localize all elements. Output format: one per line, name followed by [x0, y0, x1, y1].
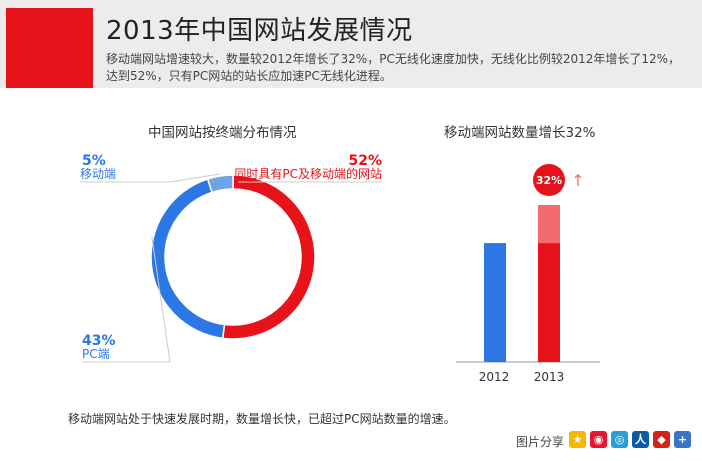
- footnote: 移动端网站处于快速发展时期，数量增长快，已超过PC网站数量的增速。: [68, 412, 456, 426]
- weibo-icon[interactable]: ◉: [590, 431, 607, 448]
- tencent-weibo-icon[interactable]: ◎: [611, 431, 628, 448]
- x-tick-2013: 2013: [534, 370, 565, 384]
- share-icons: ★ ◉ ◎ 人 ◆ +: [569, 431, 691, 448]
- donut-chart-title: 中国网站按终端分布情况: [148, 125, 297, 141]
- share-label: 图片分享: [516, 435, 565, 449]
- donut-slice-pc: [150, 178, 226, 340]
- bar-2013-growth: [538, 205, 560, 244]
- growth-arrow-icon: ↑: [571, 171, 584, 190]
- donut-slice-both: [221, 174, 316, 340]
- x-tick-2012: 2012: [479, 370, 510, 384]
- page-title: 2013年中国网站发展情况: [106, 16, 413, 46]
- donut-leader-lines: [80, 173, 382, 363]
- bars: [484, 205, 560, 362]
- qzone-icon[interactable]: ★: [569, 431, 586, 448]
- slice-both-pct: 52%: [348, 153, 382, 169]
- bar-2013-base: [538, 243, 560, 362]
- renren-icon[interactable]: 人: [632, 431, 649, 448]
- header-red-block: [6, 8, 93, 88]
- growth-badge-text: 32%: [536, 174, 562, 187]
- slice-mobile-pct: 5%: [82, 153, 106, 169]
- leader-mobile: [80, 173, 220, 183]
- bar-chart: 2012 2013 32% ↑: [456, 164, 600, 384]
- growth-badge: [533, 164, 565, 196]
- header: 2013年中国网站发展情况 移动端网站增速较大，数量较2012年增长了32%，P…: [0, 0, 702, 88]
- donut-slices: [150, 174, 316, 340]
- more-icon[interactable]: +: [674, 431, 691, 448]
- bar-2012: [484, 243, 506, 362]
- bar-chart-title: 移动端网站数量增长32%: [444, 125, 596, 141]
- donut-slice-mobile: [206, 174, 234, 194]
- slice-pc-pct: 43%: [82, 333, 116, 349]
- slice-pc-label: PC端: [82, 347, 110, 361]
- slice-mobile-label: 移动端: [80, 167, 116, 181]
- tieba-icon[interactable]: ◆: [653, 431, 670, 448]
- leader-pc: [82, 235, 171, 363]
- slice-both-label: 同时具有PC及移动端的网站: [234, 166, 382, 181]
- donut-chart: 5% 移动端 52% 同时具有PC及移动端的网站 43% PC端: [80, 153, 382, 363]
- page-subtitle: 移动端网站增速较大，数量较2012年增长了32%，PC无线化速度加快，无线化比例…: [106, 52, 681, 83]
